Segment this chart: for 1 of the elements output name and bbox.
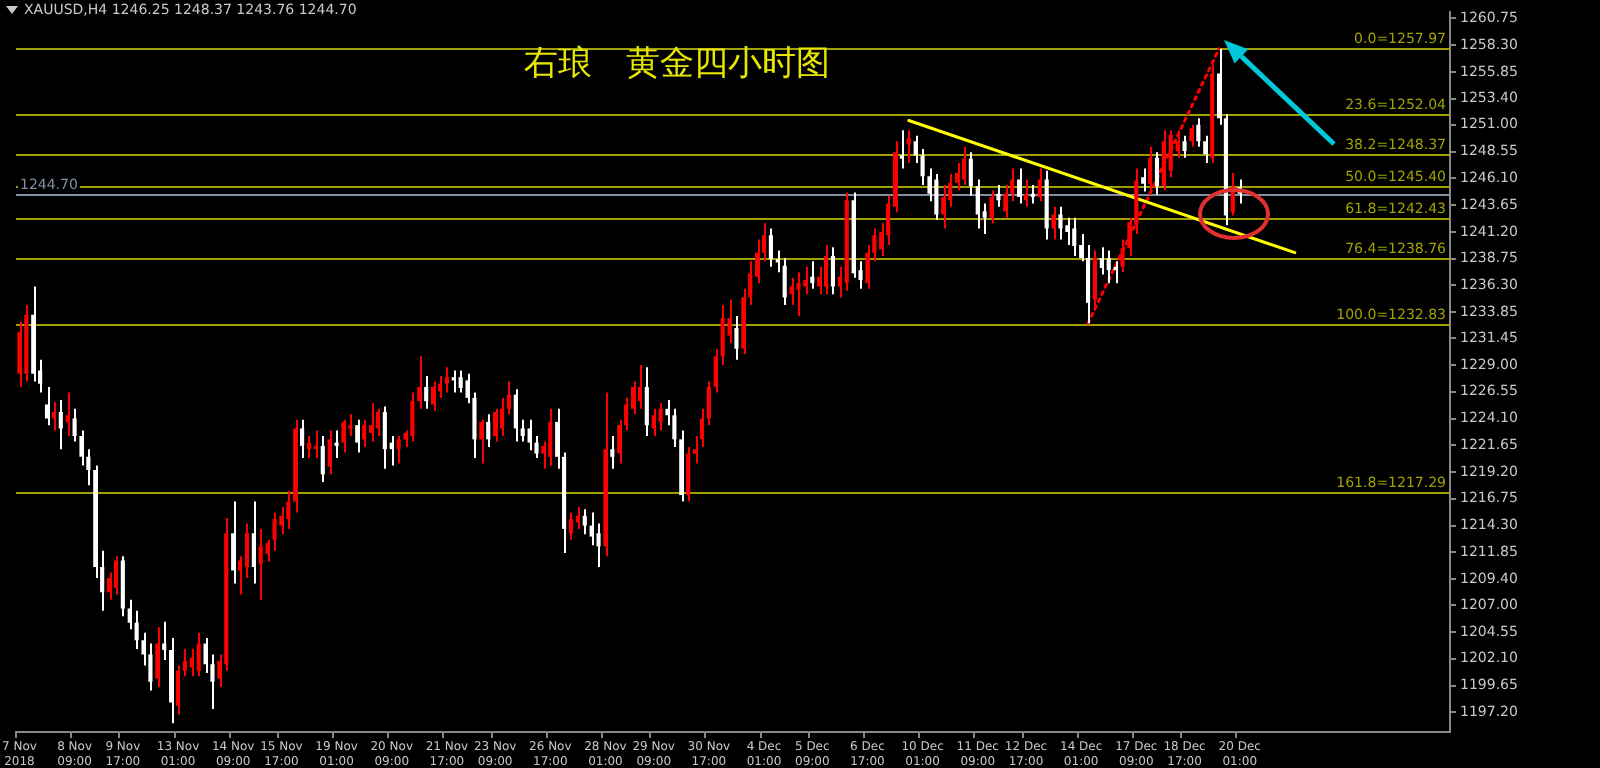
text: 右琅 黄金四小时图 — [524, 42, 830, 86]
